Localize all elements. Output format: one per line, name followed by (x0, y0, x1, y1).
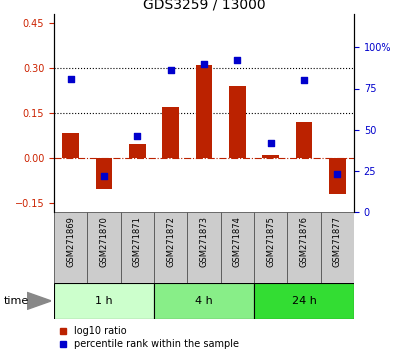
Text: GSM271872: GSM271872 (166, 216, 175, 267)
Bar (129, 144, 146, 158)
Point (234, 58, 240, 63)
Bar (329, 158, 346, 194)
Bar (162, 107, 179, 158)
Bar (54, 283, 154, 319)
Bar (196, 65, 212, 158)
Text: GSM271875: GSM271875 (266, 216, 275, 267)
Bar (121, 212, 154, 283)
Bar (254, 212, 287, 283)
Point (134, 133, 140, 139)
Text: time: time (4, 296, 29, 306)
Bar (229, 86, 246, 158)
Bar (287, 212, 321, 283)
Title: GDS3259 / 13000: GDS3259 / 13000 (143, 0, 265, 12)
Bar (321, 212, 354, 283)
Text: GSM271869: GSM271869 (66, 216, 75, 267)
Text: 4 h: 4 h (195, 296, 213, 306)
Text: 1 h: 1 h (95, 296, 113, 306)
Text: GSM271874: GSM271874 (233, 216, 242, 267)
Bar (254, 283, 354, 319)
Bar (154, 283, 254, 319)
Bar (296, 122, 312, 158)
Bar (187, 212, 221, 283)
Point (68, 76, 74, 81)
Point (201, 61, 207, 67)
Point (168, 68, 174, 73)
Bar (62, 133, 79, 158)
Bar (221, 212, 254, 283)
Text: GSM271876: GSM271876 (300, 216, 308, 267)
Legend: log10 ratio, percentile rank within the sample: log10 ratio, percentile rank within the … (59, 326, 240, 349)
Text: GSM271871: GSM271871 (133, 216, 142, 267)
Text: GSM271877: GSM271877 (333, 216, 342, 267)
Point (268, 140, 274, 146)
Text: GSM271870: GSM271870 (100, 216, 108, 267)
Bar (54, 212, 87, 283)
Point (334, 172, 340, 177)
Text: GSM271873: GSM271873 (200, 216, 208, 267)
Bar (87, 212, 121, 283)
Point (301, 78, 307, 83)
Bar (262, 155, 279, 158)
Bar (154, 212, 187, 283)
Text: 24 h: 24 h (292, 296, 316, 306)
Bar (96, 158, 112, 189)
Polygon shape (27, 292, 51, 309)
Point (101, 173, 107, 179)
